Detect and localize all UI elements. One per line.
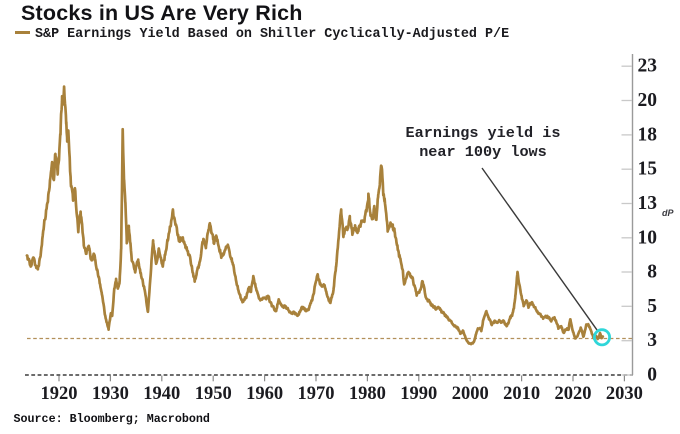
svg-text:1980: 1980: [349, 384, 386, 404]
svg-text:1930: 1930: [92, 384, 129, 404]
svg-text:8: 8: [647, 262, 657, 283]
svg-text:13: 13: [638, 193, 658, 214]
svg-text:2010: 2010: [503, 384, 540, 404]
svg-text:1920: 1920: [41, 384, 78, 404]
svg-text:2020: 2020: [555, 384, 592, 404]
svg-text:5: 5: [647, 296, 657, 317]
svg-text:2000: 2000: [452, 384, 489, 404]
svg-text:15: 15: [638, 159, 658, 180]
svg-text:1970: 1970: [298, 384, 335, 404]
svg-text:2030: 2030: [606, 384, 643, 404]
svg-text:0: 0: [647, 365, 657, 386]
svg-text:1960: 1960: [246, 384, 283, 404]
svg-text:1990: 1990: [400, 384, 437, 404]
svg-text:20: 20: [638, 90, 658, 111]
svg-text:10: 10: [638, 227, 658, 248]
svg-text:23: 23: [638, 56, 658, 77]
svg-text:3: 3: [647, 330, 657, 351]
svg-text:1940: 1940: [143, 384, 180, 404]
svg-text:1950: 1950: [195, 384, 232, 404]
svg-text:18: 18: [638, 124, 658, 145]
